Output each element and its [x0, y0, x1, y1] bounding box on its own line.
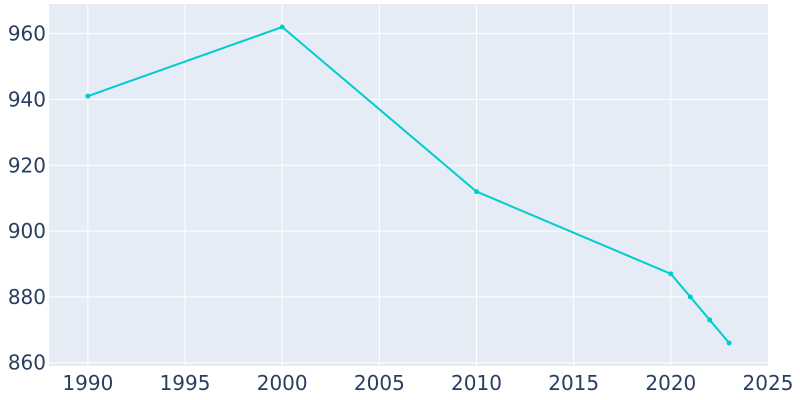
x-tick-label-2015: 2015 — [548, 371, 599, 395]
y-tick-label-880: 880 — [8, 285, 46, 309]
plot-area — [49, 4, 768, 366]
x-tick-label-2005: 2005 — [354, 371, 405, 395]
x-tick-label-2020: 2020 — [645, 371, 696, 395]
x-tick-label-2025: 2025 — [743, 371, 794, 395]
data-point-2000 — [279, 24, 285, 30]
y-gridlines — [49, 33, 768, 364]
data-point-2022 — [707, 317, 713, 323]
y-tick-label-940: 940 — [8, 87, 46, 111]
y-tick-label-860: 860 — [8, 351, 46, 375]
x-tick-label-2010: 2010 — [451, 371, 502, 395]
y-tick-label-900: 900 — [8, 219, 46, 243]
y-axis-tick-labels: 860 880 900 920 940 960 — [8, 22, 46, 375]
data-point-2023 — [726, 340, 732, 346]
y-tick-label-960: 960 — [8, 22, 46, 46]
x-tick-label-1995: 1995 — [160, 371, 211, 395]
data-point-2010 — [474, 189, 480, 195]
data-point-2021 — [687, 294, 693, 300]
x-tick-label-1990: 1990 — [62, 371, 113, 395]
data-point-1990 — [85, 93, 91, 99]
x-gridlines — [87, 4, 672, 366]
y-tick-label-920: 920 — [8, 153, 46, 177]
data-point-2020 — [668, 271, 674, 277]
series-layer — [85, 24, 732, 346]
x-axis-tick-labels: 1990 1995 2000 2005 2010 2015 2020 2025 — [62, 371, 793, 395]
x-tick-label-2000: 2000 — [257, 371, 308, 395]
